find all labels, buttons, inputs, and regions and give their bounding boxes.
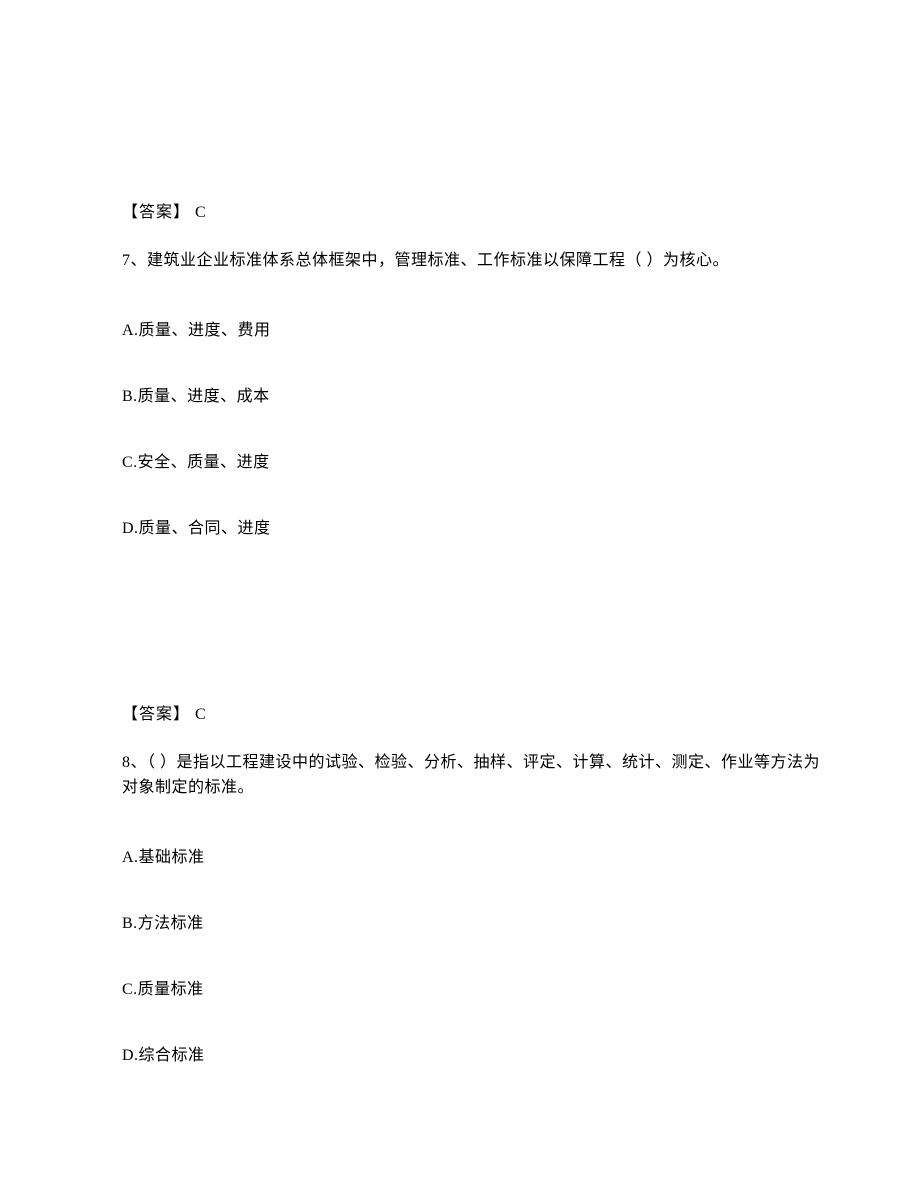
question-7-text: 7、建筑业企业标准体系总体框架中，管理标准、工作标准以保障工程（ ）为核心。 [122,248,830,274]
spacer [122,580,830,700]
document-content: 【答案】 C 7、建筑业企业标准体系总体框架中，管理标准、工作标准以保障工程（ … [0,0,920,1065]
option-7b: B.质量、进度、成本 [122,382,830,406]
question-block-8: 【答案】 C 8、（ ）是指以工程建设中的试验、检验、分析、抽样、评定、计算、统… [122,700,830,1065]
option-8c: C.质量标准 [122,975,830,999]
question-block-7: 【答案】 C 7、建筑业企业标准体系总体框架中，管理标准、工作标准以保障工程（ … [122,198,830,538]
option-7c: C.安全、质量、进度 [122,448,830,472]
option-8d: D.综合标准 [122,1041,830,1065]
answer-text: 【答案】 C [122,204,207,221]
option-7a: A.质量、进度、费用 [122,316,830,340]
question-8-text: 8、（ ）是指以工程建设中的试验、检验、分析、抽样、评定、计算、统计、测定、作业… [122,750,830,801]
answer-7: 【答案】 C [122,700,830,724]
option-8b: B.方法标准 [122,909,830,933]
option-7d: D.质量、合同、进度 [122,514,830,538]
answer-6: 【答案】 C [122,198,830,222]
option-8a: A.基础标准 [122,843,830,867]
answer-text: 【答案】 C [122,706,207,723]
